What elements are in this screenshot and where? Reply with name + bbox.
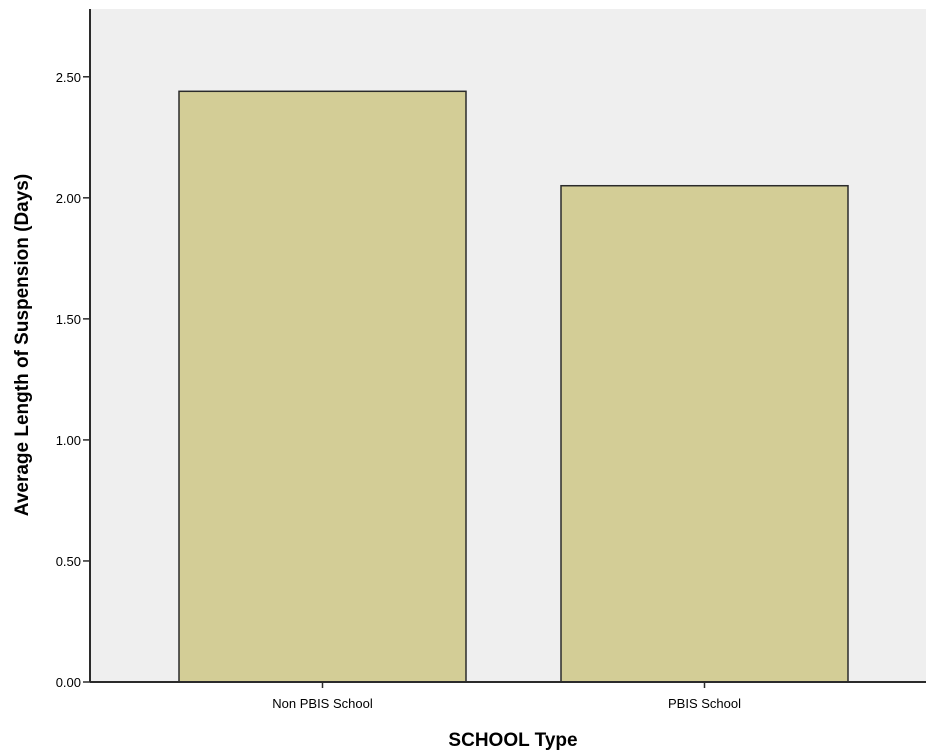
y-tick-label-3: 1.50 [56,312,81,327]
bars-group [178,90,849,683]
y-tick-label-0: 0.00 [56,675,81,690]
y-ticks-group: 0.00 0.50 1.00 1.50 2.00 2.50 [56,70,90,690]
y-tick-label-5: 2.50 [56,70,81,85]
y-tick-label-2: 1.00 [56,433,81,448]
bar-1 [560,184,849,683]
x-axis-title: SCHOOL Type [448,730,577,751]
x-tick-label-1: PBIS School [668,696,741,711]
y-tick-label-1: 0.50 [56,554,81,569]
y-tick-label-4: 2.00 [56,191,81,206]
y-axis-title: Average Length of Suspension (Days) [12,174,33,516]
bar-0 [178,90,467,683]
x-ticks-group: Non PBIS School PBIS School [272,682,741,711]
x-tick-label-0: Non PBIS School [272,696,373,711]
